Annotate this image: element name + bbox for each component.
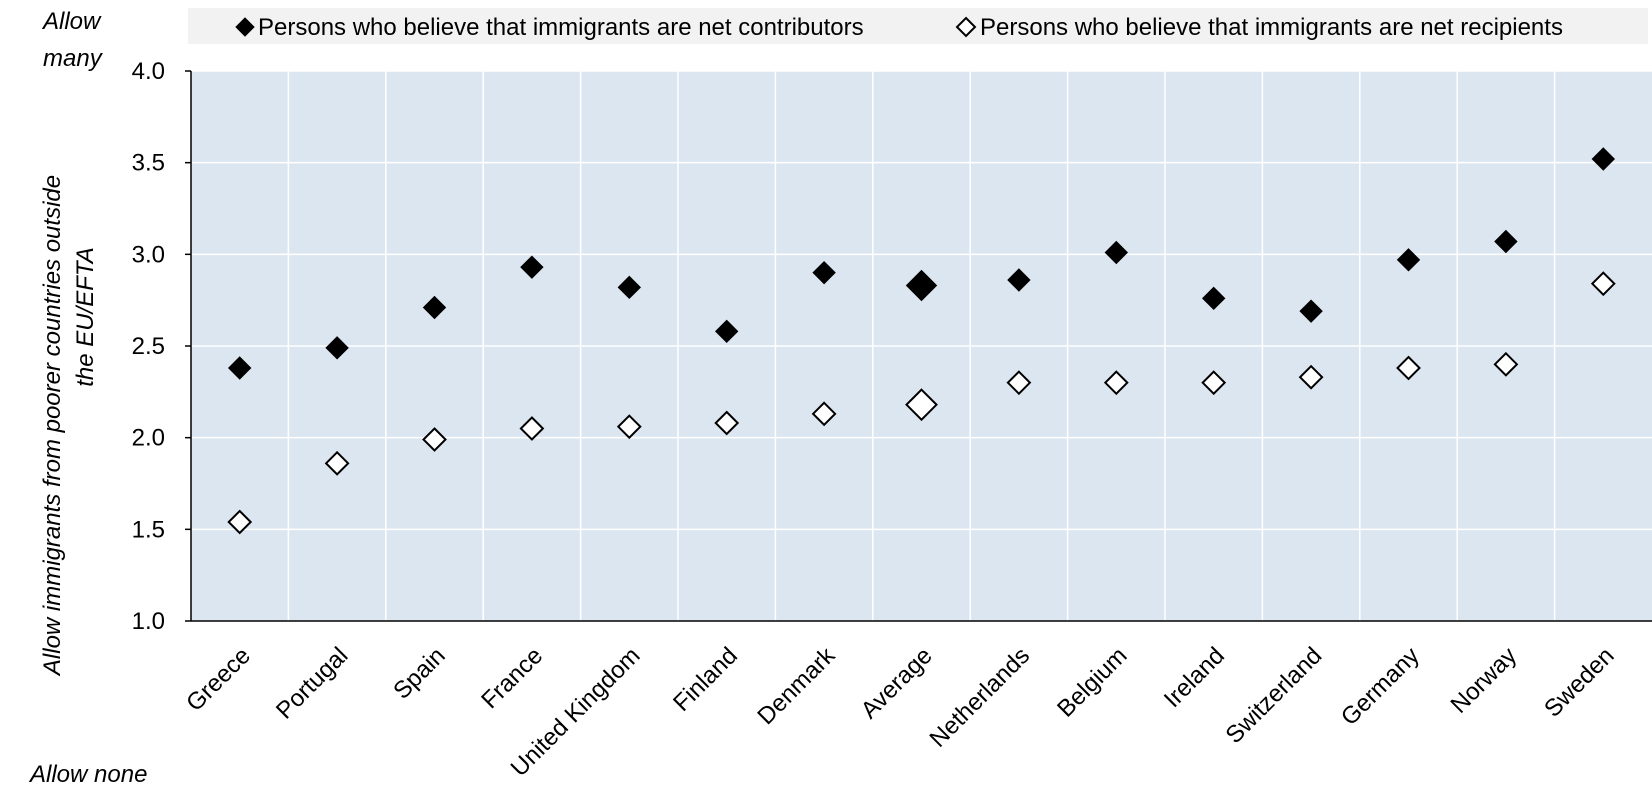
contributors-point: [325, 336, 349, 360]
contributors-point: [520, 255, 544, 279]
legend-entry: Persons who believe that immigrants are …: [980, 14, 1563, 41]
y-tick-label: 1.5: [132, 516, 165, 543]
contributors-point: [1104, 240, 1129, 265]
recipients-point: [422, 427, 447, 452]
x-tick-label: Spain: [388, 642, 451, 705]
x-tick-label: Switzerland: [1221, 642, 1328, 749]
x-tick-label: Norway: [1446, 642, 1523, 719]
recipients-point: [324, 450, 350, 476]
recipients-point: [616, 414, 642, 440]
x-tick-label: Sweden: [1539, 642, 1619, 722]
gridlines: [191, 70, 1652, 621]
contributors-point: [1299, 299, 1323, 323]
y-axis-label: Allow immigrants from poorer countries o…: [39, 175, 66, 677]
data-points: [227, 147, 1616, 535]
y-tick-label: 1.0: [132, 608, 165, 635]
x-tick-label: Finland: [668, 642, 743, 717]
contributors-point: [1396, 248, 1421, 272]
recipients-point: [905, 388, 938, 422]
y-tick-label: 2.5: [132, 333, 165, 360]
contributors-point: [422, 295, 447, 320]
legend-background: [188, 8, 1648, 44]
contributors-point: [905, 269, 938, 302]
x-tick-label: Germany: [1336, 642, 1425, 731]
x-tick-label: Average: [856, 642, 938, 724]
recipients-point: [1103, 370, 1129, 396]
legend-entry: Persons who believe that immigrants are …: [258, 14, 864, 41]
x-tick-label: Greece: [181, 642, 256, 717]
contributors-point: [227, 356, 252, 380]
axis-notes: Allow many Allow none Allow immigrants from…: [28, 8, 147, 788]
recipients-point: [1493, 351, 1519, 377]
recipients-point: [714, 410, 740, 436]
x-tick-label: Netherlands: [925, 642, 1036, 753]
y-tick-label: 3.0: [132, 241, 165, 268]
contributors-point: [812, 260, 836, 285]
y-tick-label: 4.0: [132, 58, 165, 85]
recipients-point: [1006, 370, 1032, 396]
legend: Persons who believe that immigrants are …: [235, 14, 1563, 41]
x-tick-label: Portugal: [271, 642, 353, 724]
axes: [185, 70, 1652, 622]
top-note: many: [43, 45, 104, 72]
recipients-point: [1396, 355, 1421, 381]
contributors-point: [617, 275, 642, 300]
recipients-point: [1590, 271, 1616, 297]
contributors-point: [1201, 286, 1226, 311]
contributors-point: [714, 319, 739, 344]
x-tick-label: Belgium: [1052, 642, 1132, 722]
recipients-point: [811, 401, 837, 427]
contributors-point: [1007, 268, 1031, 292]
y-axis-label: the EU/EFTA: [72, 247, 99, 387]
recipients-point: [227, 509, 253, 535]
contributors-point: [1591, 147, 1616, 171]
x-tick-label: France: [476, 642, 548, 714]
recipients-point: [1201, 370, 1227, 396]
y-tick-labels: 1.0 1.5 2.0 2.5 3.0 3.5 4.0: [132, 58, 165, 635]
legend-hollow-diamond-icon: [955, 16, 977, 38]
recipients-point: [1298, 364, 1324, 390]
y-tick-label: 2.0: [132, 425, 165, 452]
x-tick-label: Ireland: [1159, 642, 1230, 713]
x-tick-label: Denmark: [752, 641, 841, 730]
recipients-point: [519, 416, 545, 441]
y-tick-label: 3.5: [132, 150, 165, 177]
contributors-point: [1494, 229, 1518, 254]
legend-filled-diamond-icon: [235, 17, 255, 37]
bottom-note: Allow none: [28, 761, 147, 788]
top-note: Allow: [41, 8, 102, 35]
